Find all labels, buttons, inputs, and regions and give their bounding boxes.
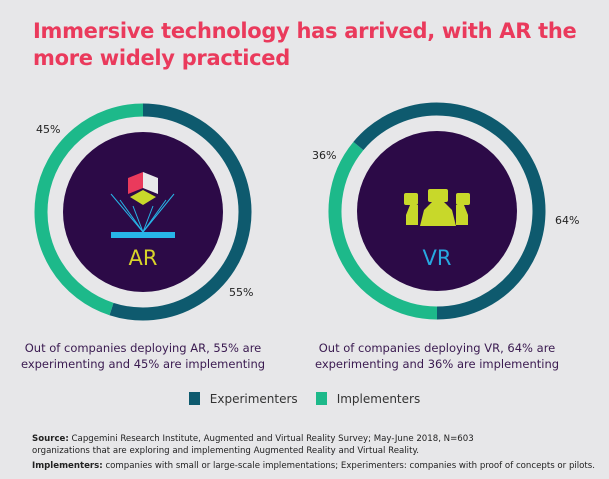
donut-segment-experimenters bbox=[353, 102, 546, 320]
vr-implementers-label: 36% bbox=[312, 149, 336, 162]
vr-experimenters-label: 64% bbox=[555, 214, 579, 227]
ar-caption: Out of companies deploying AR, 55% are e… bbox=[20, 341, 266, 371]
donut-segment-implementers bbox=[328, 141, 438, 320]
ar-donut bbox=[34, 103, 252, 321]
ar-label: AR bbox=[129, 246, 158, 270]
footnote: Source: Capgemini Research Institute, Au… bbox=[32, 434, 596, 471]
ar-implementers-label: 45% bbox=[36, 123, 60, 136]
legend: Experimenters Implementers bbox=[0, 392, 609, 406]
vr-headset-group-icon bbox=[404, 189, 470, 226]
ar-hologram-icon bbox=[110, 172, 175, 238]
center-circle bbox=[63, 132, 223, 292]
donut-segment-implementers bbox=[34, 103, 144, 316]
ar-experimenters-label: 55% bbox=[229, 286, 253, 299]
donut-segment-experimenters bbox=[109, 103, 252, 321]
legend-item-implementers: Implementers bbox=[315, 392, 420, 406]
vr-label: VR bbox=[423, 246, 452, 270]
page-title: Immersive technology has arrived, with A… bbox=[33, 19, 577, 70]
legend-item-experimenters: Experimenters bbox=[188, 392, 298, 406]
vr-caption: Out of companies deploying VR, 64% are e… bbox=[314, 341, 560, 371]
